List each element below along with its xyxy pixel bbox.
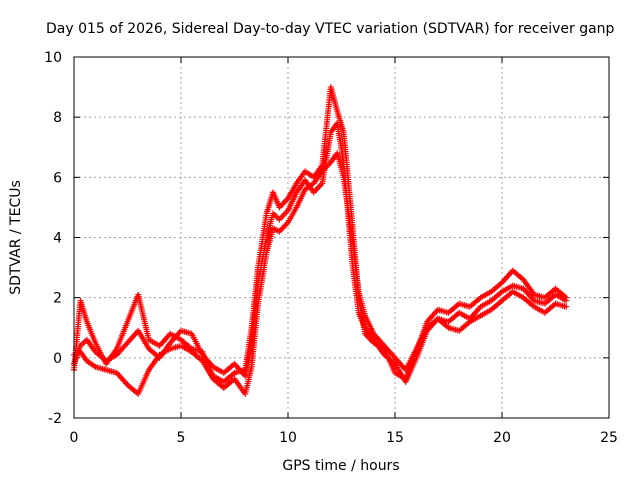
x-tick-label: 0 (70, 430, 79, 446)
y-tick-label: 0 (53, 351, 62, 367)
y-tick-label: 10 (44, 50, 62, 66)
y-tick-label: 8 (53, 110, 62, 126)
y-tick-label: -2 (48, 411, 62, 427)
x-tick-label: 25 (600, 430, 618, 446)
x-tick-label: 15 (386, 430, 404, 446)
series-track-3 (71, 120, 570, 385)
x-tick-label: 5 (177, 430, 186, 446)
plot-frame (73, 56, 610, 419)
x-axis-label: GPS time / hours (282, 458, 399, 474)
data-marks (71, 84, 570, 397)
y-axis-label: SDTVAR / TECUs (8, 180, 24, 295)
y-tick-label: 2 (53, 291, 62, 307)
data-point (563, 303, 570, 310)
y-tick-label: 6 (53, 170, 62, 186)
data-point (563, 297, 570, 304)
chart-title: Day 015 of 2026, Sidereal Day-to-day VTE… (46, 21, 615, 37)
y-tick-label: 4 (53, 231, 62, 247)
x-tick-label: 10 (279, 430, 297, 446)
x-tick-label: 20 (493, 430, 511, 446)
